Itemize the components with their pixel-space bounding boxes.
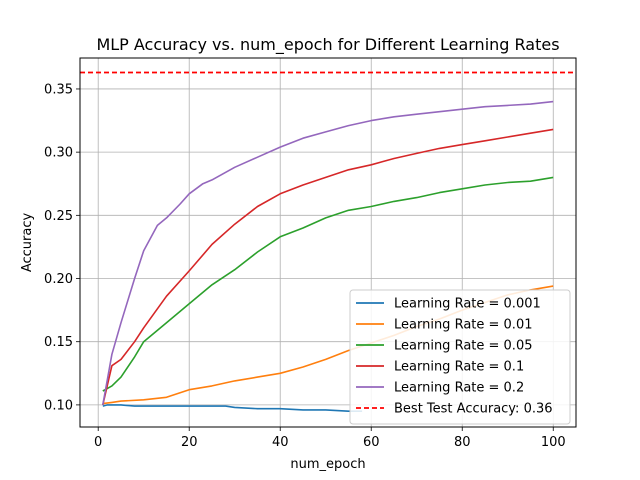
series-line [102,100,554,406]
plot-frame [79,57,577,428]
series-line [102,128,554,406]
series-line [102,176,554,392]
legend-label: Learning Rate = 0.1 [394,360,524,375]
grid [80,58,576,427]
y-tick-label: 0.30 [44,146,73,161]
legend-box [349,289,571,425]
x-tick-label: 40 [272,435,289,450]
chart-title: MLP Accuracy vs. num_epoch for Different… [96,35,559,55]
y-tick-label: 0.20 [44,272,73,287]
x-tick-label: 100 [541,435,566,450]
x-tick-label: 0 [94,435,102,450]
axis-ticks: 0 20 40 60 80 100 0.10 0.15 0.20 0.25 0.30 0.35 [44,82,566,450]
y-tick-label: 0.10 [44,398,73,413]
y-tick-label: 0.25 [44,209,73,224]
x-tick-label: 20 [181,435,198,450]
y-tick-label: 0.35 [44,82,73,97]
y-tick-label: 0.15 [44,335,73,350]
series-line [102,404,363,413]
x-tick-label: 60 [363,435,380,450]
x-axis-title: num_epoch [290,457,365,472]
legend-label: Learning Rate = 0.2 [394,381,524,396]
legend-label: Best Test Accuracy: 0.36 [394,402,553,417]
y-axis-title: Accuracy [20,213,35,273]
x-tick-label: 80 [454,435,471,450]
legend-label: Learning Rate = 0.001 [394,297,541,312]
legend-label: Learning Rate = 0.05 [394,339,532,354]
legend: Learning Rate = 0.001 Learning Rate = 0.0… [349,289,571,425]
legend-label: Learning Rate = 0.01 [394,318,532,333]
